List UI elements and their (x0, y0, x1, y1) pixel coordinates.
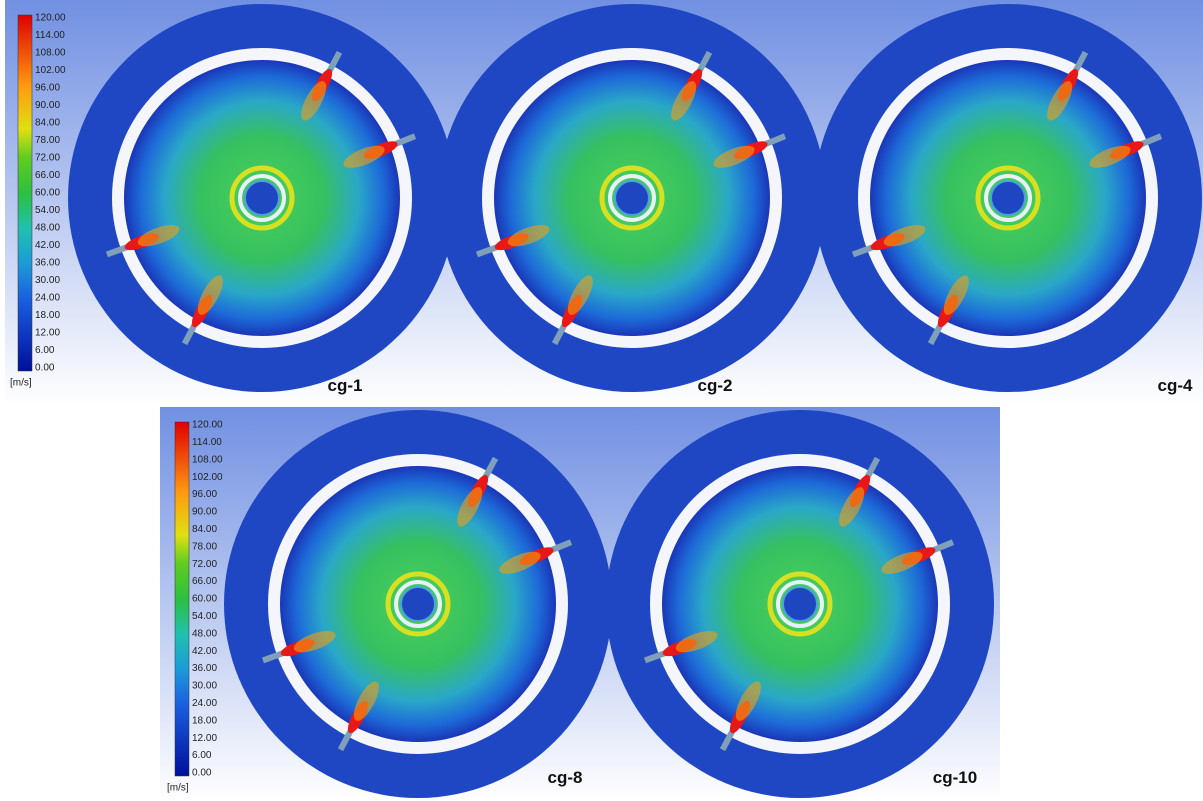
plot-label: cg-2 (698, 376, 733, 395)
contour-plot (606, 410, 994, 798)
hub (245, 181, 279, 215)
legend-unit: [m/s] (167, 783, 189, 794)
legend-unit: [m/s] (10, 378, 32, 389)
legend-tick-label: 0.00 (35, 363, 55, 374)
hub (615, 181, 649, 215)
colorbar (175, 422, 189, 776)
legend-tick-label: 96.00 (192, 489, 217, 500)
legend-tick-label: 48.00 (35, 223, 60, 234)
legend-tick-label: 102.00 (192, 472, 223, 483)
legend-tick-label: 18.00 (35, 310, 60, 321)
legend-tick-label: 54.00 (192, 611, 217, 622)
legend-tick-label: 90.00 (35, 100, 60, 111)
legend-tick-label: 78.00 (192, 541, 217, 552)
contour-plot (438, 4, 826, 392)
legend-tick-label: 60.00 (35, 188, 60, 199)
legend-tick-label: 120.00 (192, 420, 223, 431)
legend-tick-label: 6.00 (192, 750, 212, 761)
legend-tick-label: 36.00 (192, 663, 217, 674)
legend-tick-label: 18.00 (192, 715, 217, 726)
legend-tick-label: 84.00 (192, 524, 217, 535)
legend-tick-label: 72.00 (35, 153, 60, 164)
plot-label: cg-10 (933, 768, 977, 787)
legend-tick-label: 108.00 (192, 454, 223, 465)
legend-tick-label: 78.00 (35, 135, 60, 146)
legend-tick-label: 42.00 (35, 240, 60, 251)
contour-plot (224, 410, 612, 798)
legend-tick-label: 6.00 (35, 345, 55, 356)
legend-tick-label: 120.00 (35, 13, 66, 24)
legend-tick-label: 72.00 (192, 559, 217, 570)
legend-tick-label: 114.00 (192, 437, 222, 448)
legend-tick-label: 84.00 (35, 118, 60, 129)
legend-tick-label: 30.00 (35, 275, 60, 286)
legend-tick-label: 60.00 (192, 594, 217, 605)
legend-tick-label: 24.00 (35, 293, 60, 304)
contour-plot (68, 4, 456, 392)
plot-label: cg-1 (328, 376, 363, 395)
legend-tick-label: 48.00 (192, 628, 217, 639)
plot-label: cg-8 (548, 768, 583, 787)
legend-tick-label: 66.00 (35, 170, 60, 181)
hub (401, 587, 435, 621)
legend-tick-label: 12.00 (35, 328, 60, 339)
colorbar (18, 15, 32, 371)
legend-tick-label: 114.00 (35, 30, 65, 41)
legend-tick-label: 66.00 (192, 576, 217, 587)
figure: 120.00 114.00 108.00 102.00 96.00 90.00 84.00 7… (0, 0, 1203, 801)
legend-tick-label: 24.00 (192, 698, 217, 709)
legend-tick-label: 108.00 (35, 48, 66, 59)
legend-tick-label: 30.00 (192, 681, 217, 692)
legend-tick-label: 102.00 (35, 65, 66, 76)
hub (783, 587, 817, 621)
contour-plot (814, 4, 1202, 392)
plot-label: cg-4 (1158, 376, 1194, 395)
hub (991, 181, 1025, 215)
legend-tick-label: 36.00 (35, 258, 60, 269)
legend-tick-label: 12.00 (192, 733, 217, 744)
legend-tick-label: 0.00 (192, 768, 212, 779)
legend-tick-label: 54.00 (35, 205, 60, 216)
legend-tick-label: 96.00 (35, 83, 60, 94)
legend-tick-label: 90.00 (192, 507, 217, 518)
legend-tick-label: 42.00 (192, 646, 217, 657)
